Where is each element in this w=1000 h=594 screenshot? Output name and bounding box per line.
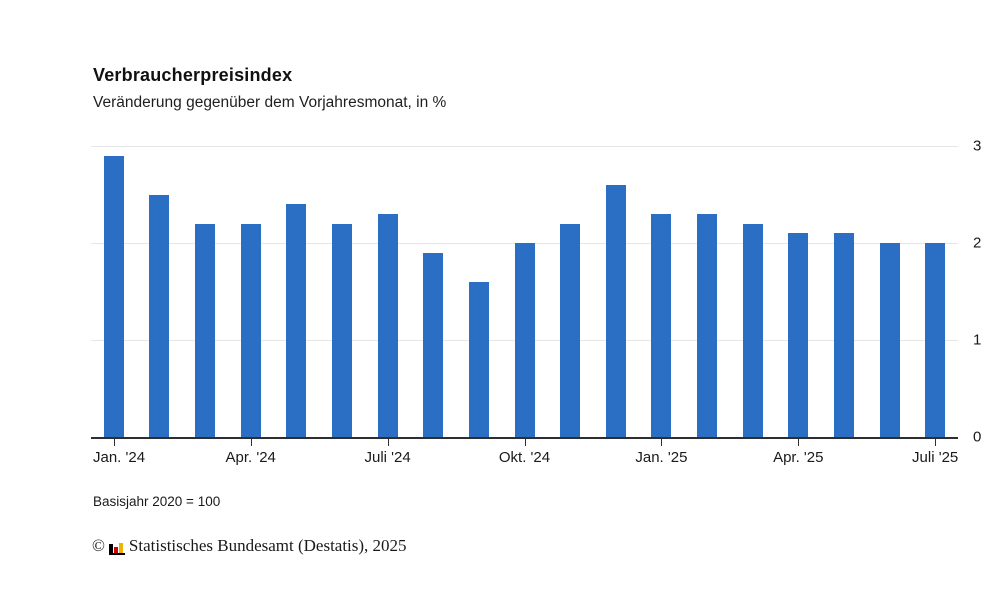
x-axis-label: Jan. '24 [93, 449, 146, 466]
plot-area: 0 1 2 3 Jan. '24 Apr. '24 Juli '24 Okt. '24 Jan.… [91, 139, 981, 466]
bar-Jan. '24 [103, 155, 124, 437]
bar-Jan. '25 [651, 213, 672, 437]
gridline-3 [91, 146, 958, 147]
copyright-text: Statistisches Bundesamt (Destatis), 2025 [128, 536, 407, 555]
bar-Aug. '24 [423, 252, 444, 437]
x-axis-label: Jan. '25 [635, 449, 688, 466]
bar-Apr. '25 [788, 233, 809, 437]
y-axis-label-1: 1 [973, 331, 982, 349]
destatis-logo-icon [108, 540, 125, 555]
x-axis-tick [524, 439, 526, 446]
x-axis-tick [250, 439, 252, 446]
x-axis-label: Apr. '24 [225, 449, 276, 466]
bar-Mai '24 [286, 204, 307, 437]
x-axis-tick [798, 439, 800, 446]
bar-Juni '25 [879, 243, 900, 437]
bar-Okt. '24 [514, 243, 535, 437]
cpi-bar-chart: Verbraucherpreisindex Veränderung gegenü… [40, 16, 1000, 578]
x-axis-tick [387, 439, 389, 446]
bar-Nov. '24 [560, 223, 581, 437]
copyright-symbol: © [92, 536, 105, 555]
bar-März '24 [195, 223, 216, 437]
bar-Dez. '24 [605, 184, 626, 437]
y-axis-label-2: 2 [973, 234, 982, 252]
chart-title: Verbraucherpreisindex [93, 65, 293, 85]
copyright-line: © Statistisches Bundesamt (Destatis), 20… [92, 536, 407, 556]
x-axis-tick [113, 439, 115, 446]
x-axis-label: Juli '24 [364, 449, 411, 466]
bar-Juli '24 [377, 213, 398, 437]
chart-subtitle: Veränderung gegenüber dem Vorjahresmonat… [93, 94, 447, 111]
bar-Sep. '24 [468, 281, 489, 437]
bar-Feb. '24 [149, 194, 170, 437]
bar-März '25 [742, 223, 763, 437]
x-axis-label: Apr. '25 [773, 449, 824, 466]
x-axis-label: Okt. '24 [498, 449, 551, 466]
bar-Mai '25 [833, 233, 854, 437]
base-year-note: Basisjahr 2020 = 100 [93, 494, 221, 509]
bar-Juni '24 [331, 223, 352, 437]
x-axis-label: Juli '25 [912, 449, 959, 466]
y-axis-label-0: 0 [973, 428, 982, 446]
x-axis-tick [661, 439, 663, 446]
y-axis-label-3: 3 [973, 137, 982, 155]
bar-Feb. '25 [697, 213, 718, 437]
bar-Apr. '24 [240, 223, 261, 437]
bar-Juli '25 [925, 243, 946, 437]
x-axis-tick [935, 439, 937, 446]
